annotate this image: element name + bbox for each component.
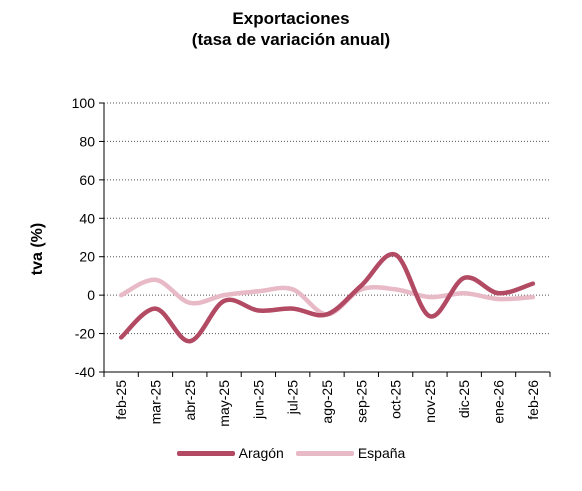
chart-subtitle: (tasa de variación anual): [191, 30, 391, 49]
x-tick-label: sep-25: [353, 380, 369, 423]
x-tick-label: feb-25: [113, 380, 129, 420]
x-tick-label: abr-25: [182, 380, 198, 421]
x-tick-label: ago-25: [319, 380, 335, 424]
x-tick-label: ene-26: [491, 380, 507, 424]
y-tick-label: -40: [75, 364, 95, 380]
x-tick-label: mar-25: [147, 380, 163, 425]
legend-item-aragon: Aragón: [176, 445, 284, 461]
chart-title: Exportaciones: [232, 9, 350, 28]
legend: Aragón España: [0, 445, 582, 461]
x-tick-label: nov-25: [422, 380, 438, 423]
x-tick-label: oct-25: [388, 380, 404, 419]
x-tick-label: dic-25: [456, 380, 472, 418]
y-tick-label: 0: [87, 287, 95, 303]
legend-label-aragon: Aragón: [238, 445, 284, 461]
x-tick-label: jun-25: [250, 380, 266, 420]
legend-item-espana: España: [295, 445, 406, 461]
legend-swatch-espana: [295, 450, 354, 456]
x-tick-label: may-25: [216, 380, 232, 427]
y-tick-label: 20: [79, 249, 95, 265]
legend-label-espana: España: [357, 445, 406, 461]
x-tick-label: jul-25: [285, 380, 301, 415]
y-tick-label: 80: [79, 133, 95, 149]
y-tick-label: 100: [72, 95, 96, 111]
y-tick-label: 60: [79, 172, 95, 188]
y-tick-label: -20: [75, 326, 95, 342]
series-line-aragon: [118, 252, 536, 344]
x-tick-label: feb-26: [525, 380, 541, 420]
legend-swatch-aragon: [176, 450, 235, 456]
series-line-espana: [118, 277, 536, 317]
y-tick-label: 40: [79, 210, 95, 226]
